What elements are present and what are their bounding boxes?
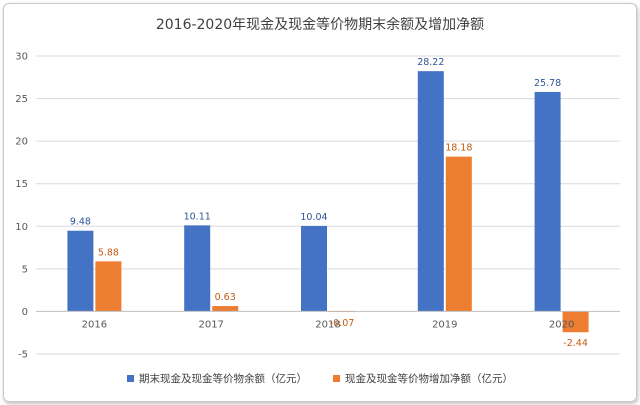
data-label: 0.63 — [215, 292, 236, 303]
legend: 期末现金及现金等价物余额（亿元） 现金及现金等价物增加净额（亿元） — [0, 371, 640, 386]
bar-net-increase-2016 — [95, 261, 122, 312]
bar-net-increase-2017 — [212, 306, 239, 312]
data-label: 5.88 — [98, 247, 119, 258]
y-tick-label: 15 — [15, 179, 28, 190]
x-tick-label: 2020 — [549, 319, 574, 330]
bar-balance-2016 — [67, 230, 94, 312]
x-tick-label: 2018 — [315, 319, 340, 330]
bar-balance-2018 — [301, 225, 327, 312]
chart-frame — [3, 3, 637, 402]
chart-title: 2016-2020年现金及现金等价物期末余额及增加净额 — [155, 17, 485, 33]
bar-balance-2020 — [534, 91, 561, 312]
data-label: 10.04 — [300, 212, 327, 223]
legend-swatch-net-increase — [333, 375, 340, 382]
y-axis: -5 0 5 10 15 20 25 30 — [15, 52, 28, 361]
data-label: 10.11 — [184, 211, 211, 222]
y-tick-label: 0 — [22, 307, 28, 318]
data-label: -2.44 — [563, 338, 588, 349]
data-label: -0.07 — [330, 318, 355, 329]
legend-swatch-balance — [127, 375, 134, 382]
bar-balance-2017 — [184, 225, 211, 312]
legend-item-net-increase: 现金及现金等价物增加净额（亿元） — [333, 371, 513, 386]
y-tick-label: 10 — [15, 222, 28, 233]
data-label: 9.48 — [70, 217, 91, 228]
legend-item-balance: 期末现金及现金等价物余额（亿元） — [127, 371, 307, 386]
bar-net-increase-2019 — [445, 156, 472, 312]
data-labels: 9.48 10.11 10.04 28.22 25.78 5.88 0.63 -0.07 18.… — [70, 57, 588, 349]
bar-balance-2019 — [417, 71, 444, 312]
x-tick-label: 2016 — [82, 319, 107, 330]
data-label: 28.22 — [417, 57, 444, 68]
y-tick-label: -5 — [18, 350, 28, 361]
bar-net-increase-2020 — [562, 311, 589, 333]
legend-label-balance: 期末现金及现金等价物余额（亿元） — [139, 373, 307, 385]
data-label: 18.18 — [445, 143, 472, 154]
y-tick-label: 25 — [15, 94, 28, 105]
x-tick-label: 2019 — [432, 319, 457, 330]
bars — [67, 71, 589, 333]
x-axis: 2016 2017 2018 2019 2020 — [82, 319, 575, 330]
data-label: 25.78 — [534, 78, 561, 89]
y-tick-label: 20 — [15, 137, 28, 148]
y-tick-label: 5 — [22, 264, 28, 275]
x-tick-label: 2017 — [198, 319, 223, 330]
legend-label-net-increase: 现金及现金等价物增加净额（亿元） — [345, 373, 513, 385]
y-tick-label: 30 — [15, 52, 28, 63]
gridlines — [36, 55, 620, 355]
